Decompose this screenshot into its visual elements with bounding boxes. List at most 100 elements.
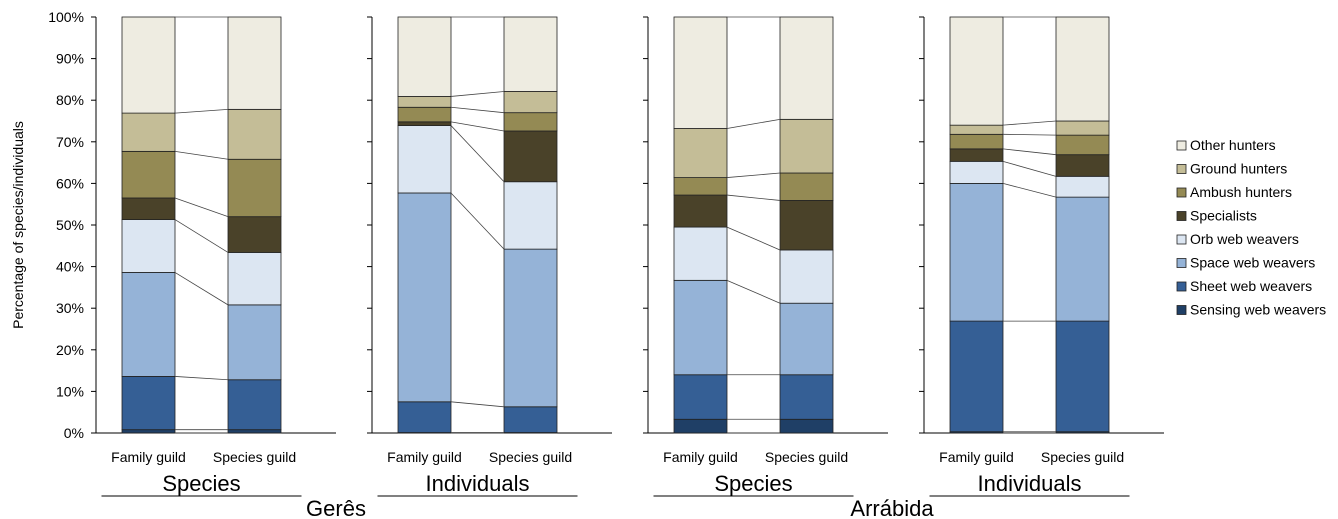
panel-1: Family guild Species guild Species — [91, 16, 336, 497]
bar-segment-specialists — [397, 121, 452, 126]
y-axis-label: Percentage of species/individuals — [10, 121, 26, 329]
category-label: Family guild — [939, 449, 1014, 465]
legend-swatch — [1176, 187, 1187, 198]
bar-segment-specialists — [121, 197, 176, 220]
connector-line — [1002, 160, 1057, 177]
bar-segment-other-hunters — [121, 16, 176, 114]
bar-segment-sheet-web-weavers — [949, 320, 1004, 433]
bar-segment-other-hunters — [503, 16, 558, 92]
group-label: Individuals — [426, 471, 530, 496]
legend-label: Space web weavers — [1190, 255, 1315, 271]
y-tick-label: 40% — [56, 259, 84, 275]
legend-label: Sheet web weavers — [1190, 278, 1312, 294]
bar-segment-ground-hunters — [227, 108, 282, 160]
legend-swatch — [1176, 164, 1187, 174]
connector-line — [726, 194, 781, 201]
panel-3: Family guild Species guild Species — [643, 16, 888, 497]
legend-item: Specialists — [1176, 208, 1257, 224]
bar-segment-orb-web-weavers — [779, 249, 834, 304]
legend-item: Ambush hunters — [1176, 184, 1292, 200]
bar-segment-space-web-weavers — [503, 248, 558, 408]
y-tick-label: 90% — [56, 51, 84, 67]
bar-segment-other-hunters — [779, 16, 834, 120]
y-tick-label: 20% — [56, 342, 84, 358]
bar-segment-specialists — [1055, 154, 1110, 177]
connector-line — [1002, 120, 1057, 126]
y-tick-label: 80% — [56, 92, 84, 108]
bar-segment-orb-web-weavers — [673, 226, 728, 281]
bar-segment-ground-hunters — [397, 96, 452, 108]
legend-item: Space web weavers — [1176, 255, 1315, 271]
bar-segment-sheet-web-weavers — [673, 374, 728, 420]
bar-segment-other-hunters — [949, 16, 1004, 126]
bar-segment-space-web-weavers — [397, 192, 452, 403]
y-tick-label: 70% — [56, 134, 84, 150]
legend-label: Orb web weavers — [1190, 231, 1299, 247]
bar-segment-ambush-hunters — [779, 172, 834, 201]
legend-swatch — [1176, 258, 1187, 268]
bar-segment-ambush-hunters — [397, 106, 452, 123]
bar-segment-other-hunters — [397, 16, 452, 97]
group-label: Species — [162, 471, 240, 496]
bar-segment-space-web-weavers — [949, 182, 1004, 322]
bar-segment-ambush-hunters — [503, 112, 558, 132]
y-tick-label: 50% — [56, 217, 84, 233]
bar-segment-ambush-hunters — [121, 150, 176, 199]
bar-segment-orb-web-weavers — [503, 181, 558, 250]
panel-4: Family guild Species guild Individuals — [919, 16, 1164, 497]
connector-line — [450, 106, 505, 114]
category-label: Species guild — [489, 449, 572, 465]
bar-segment-space-web-weavers — [227, 304, 282, 381]
legend-item: Ground hunters — [1176, 161, 1287, 177]
category-label: Species guild — [1041, 449, 1124, 465]
bar-segment-space-web-weavers — [121, 272, 176, 377]
bar-segment-sensing-web-weavers — [227, 429, 282, 434]
connector-line — [174, 150, 229, 160]
connector-line — [174, 197, 229, 218]
bar-segment-ground-hunters — [779, 118, 834, 174]
connector-line — [1002, 183, 1057, 198]
bar-segment-specialists — [779, 200, 834, 251]
legend-item: Orb web weavers — [1176, 231, 1299, 247]
panel-2: Family guild Species guild Individuals — [367, 16, 612, 497]
connector-line — [1002, 133, 1057, 136]
bar-segment-other-hunters — [1055, 16, 1110, 122]
legend-label: Specialists — [1190, 208, 1257, 224]
category-label: Family guild — [663, 449, 738, 465]
connector-line — [450, 125, 505, 183]
bar-segment-specialists — [673, 194, 728, 228]
connector-line — [174, 108, 229, 114]
y-tick-label: 100% — [48, 9, 84, 25]
legend-swatch — [1176, 305, 1187, 315]
bar-segment-sheet-web-weavers — [779, 374, 834, 420]
bar-segment-specialists — [949, 148, 1004, 162]
bar-segment-sheet-web-weavers — [1055, 320, 1110, 433]
bar-segment-orb-web-weavers — [227, 252, 282, 306]
connector-line — [450, 91, 505, 97]
site-label: Gerês — [306, 496, 366, 519]
bar-segment-sensing-web-weavers — [121, 429, 176, 434]
category-label: Family guild — [111, 449, 186, 465]
bar-segment-ground-hunters — [503, 91, 558, 114]
connector-line — [726, 172, 781, 178]
connector-line — [174, 376, 229, 381]
bar-segment-orb-web-weavers — [397, 125, 452, 194]
y-tick-label: 60% — [56, 175, 84, 191]
legend-swatch — [1176, 211, 1187, 221]
connector-line — [450, 192, 505, 250]
group-labels: Gerês Arrábida — [306, 496, 934, 519]
bar-segment-sheet-web-weavers — [121, 376, 176, 431]
legend-swatch — [1176, 234, 1187, 245]
category-label: Family guild — [387, 449, 462, 465]
connector-line — [174, 272, 229, 306]
bar-segment-ambush-hunters — [949, 133, 1004, 150]
connector-line — [726, 279, 781, 304]
bar-segment-sheet-web-weavers — [397, 401, 452, 433]
bar-segment-space-web-weavers — [673, 279, 728, 376]
site-label: Arrábida — [850, 496, 934, 519]
y-tick-label: 0% — [64, 425, 84, 441]
legend-item: Other hunters — [1176, 137, 1276, 153]
bar-segment-specialists — [503, 130, 558, 183]
